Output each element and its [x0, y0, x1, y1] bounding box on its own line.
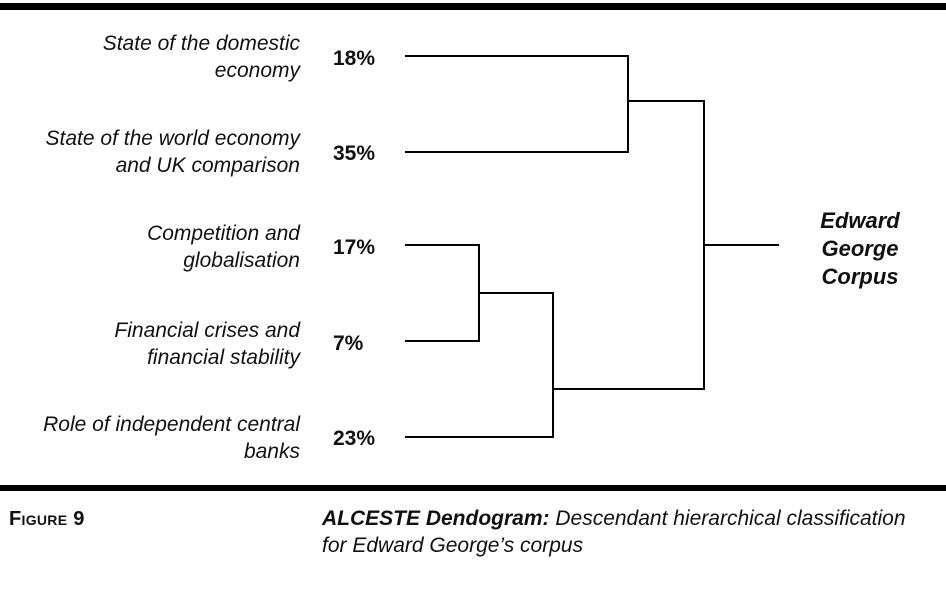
cluster-label-domestic-economy: State of the domestic economy — [102, 32, 300, 82]
cluster-percent-financial-crises: 7% — [333, 332, 364, 355]
cluster-percent-competition: 17% — [333, 236, 376, 259]
cluster-label-financial-crises: Financial crises and financial stability — [114, 319, 300, 369]
dendrogram — [405, 55, 779, 438]
root-label: Edward George Corpus — [820, 208, 900, 289]
branch-central-banks — [405, 292, 554, 438]
figure-caption: ALCESTE Dendogram: Descendant hierarchic… — [322, 505, 922, 559]
caption-text: Descendant hierarchical classification f… — [322, 507, 906, 557]
cluster-label-competition: Competition and globalisation — [147, 222, 300, 272]
cluster-label-world-economy: State of the world economy and UK compari… — [45, 127, 300, 177]
branch-domestic-economy — [405, 55, 629, 153]
cluster-percent-central-banks: 23% — [333, 427, 376, 450]
branch-competition-crises — [405, 244, 480, 342]
cluster-percent-world-economy: 35% — [333, 142, 376, 165]
top-rule — [0, 3, 946, 10]
caption-title: ALCESTE Dendogram: — [322, 507, 550, 530]
cluster-percent-domestic-economy: 18% — [333, 47, 376, 70]
cluster-label-central-banks: Role of independent central banks — [43, 413, 300, 463]
figure-number: Figure 9 — [9, 508, 85, 530]
bottom-rule — [0, 485, 946, 491]
